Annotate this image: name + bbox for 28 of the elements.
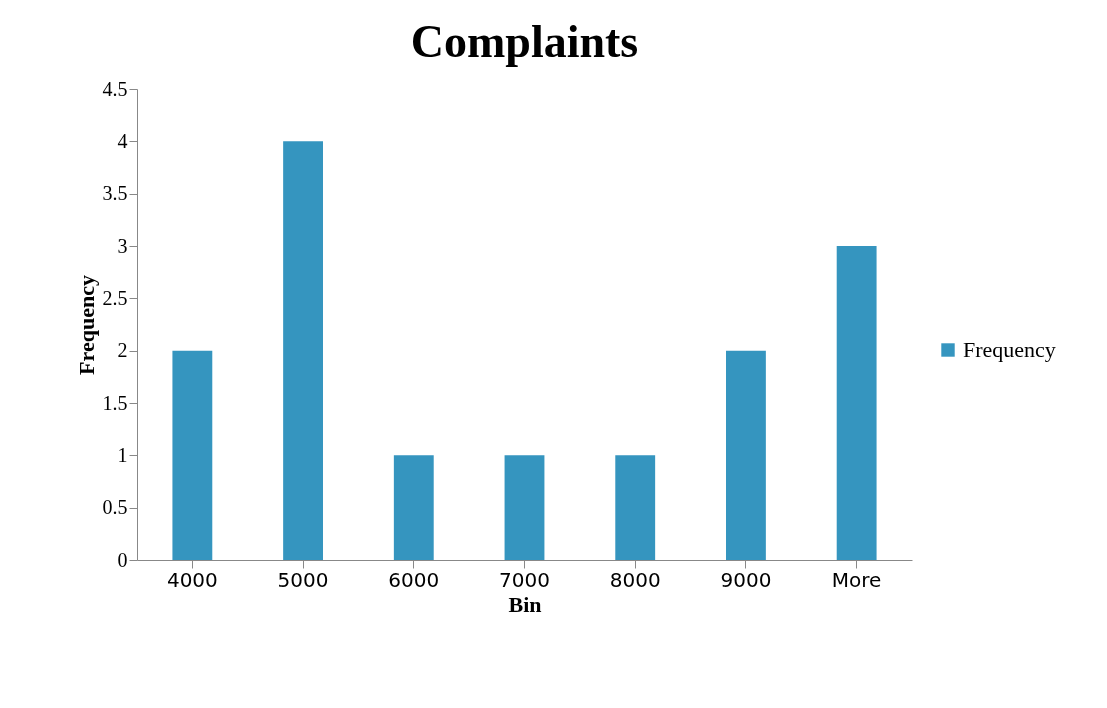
y-tick-label: 0: [117, 548, 128, 571]
y-axis-title: Frequency: [73, 275, 99, 375]
y-tick-label: 1.5: [102, 391, 128, 414]
bar: [504, 455, 545, 560]
bar: [172, 350, 213, 560]
x-tick-label: 5000: [277, 567, 329, 592]
y-tick-label: 4.5: [102, 77, 128, 100]
bar: [615, 455, 656, 560]
bar: [726, 350, 766, 560]
y-tick-label: 3: [117, 234, 128, 257]
chart-title: Complaints: [410, 16, 639, 67]
x-tick-label: 8000: [609, 567, 661, 592]
x-tick-label: More: [831, 567, 882, 592]
y-tick-label: 2: [117, 339, 128, 362]
x-tick-label: 7000: [499, 567, 550, 592]
legend-label: Frequency: [963, 337, 1056, 362]
x-axis-title: Bin: [508, 591, 542, 617]
bar: [836, 246, 877, 560]
y-tick-label: 2.5: [102, 286, 128, 309]
x-tick-label: 4000: [166, 567, 218, 592]
y-tick-label: 4: [117, 129, 128, 152]
x-tick-label: 6000: [388, 567, 440, 592]
x-tick-label: 9000: [720, 567, 772, 592]
y-tick-label: 3.5: [102, 182, 128, 205]
y-tick-label: 1: [117, 443, 128, 466]
bar: [283, 141, 323, 560]
y-tick-label: 0.5: [102, 496, 128, 519]
bar: [393, 455, 434, 560]
